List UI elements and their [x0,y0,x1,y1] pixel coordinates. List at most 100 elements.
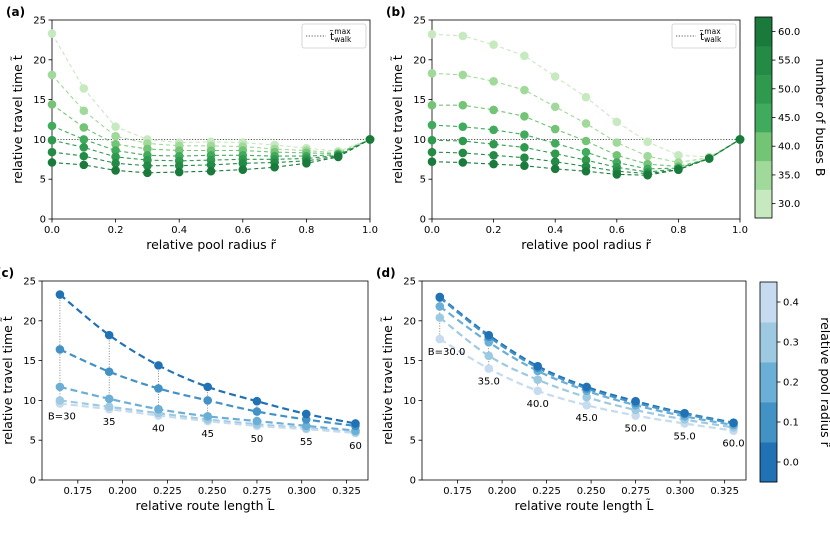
data-point [533,375,543,385]
data-point [111,166,120,175]
data-point [252,416,262,426]
data-point [238,158,248,168]
data-point [79,160,89,170]
data-point [111,158,120,168]
colorbar-tick-label: 35.0 [778,170,800,181]
data-point [104,394,114,404]
data-point [581,155,591,165]
data-point [55,345,65,354]
data-point [47,158,57,167]
colorbar-segment [755,103,772,133]
series-line [432,104,741,168]
colorbar-segment [760,322,777,363]
bus-count-label: 60 [349,441,362,452]
x-tick-label: 0.6 [235,225,251,236]
y-axis-label: relative travel time t̃ [10,55,25,184]
data-point [581,166,591,176]
y-tick-label: 10 [413,135,426,146]
panel-label: (c) [0,266,14,280]
x-tick-label: 0.225 [532,486,561,497]
bus-count-label: 45.0 [576,413,598,424]
y-tick-label: 25 [403,277,416,288]
data-point [47,100,57,109]
data-point [111,146,120,155]
data-point [154,404,163,414]
x-tick-label: 0.325 [710,486,739,497]
x-tick-label: 0.175 [64,486,93,497]
data-point [458,122,468,131]
data-point [154,361,163,370]
x-tick-label: 0.250 [198,486,227,497]
colorbar-segment [755,131,772,162]
data-point [458,136,468,146]
bus-count-label: 60.0 [722,439,744,450]
x-tick-label: 0.6 [609,225,625,236]
data-point [104,367,114,377]
colorbar-segment [755,17,772,47]
colorbar-buses: 30.0 35.0 40.0 45.0 50.0 55.0 60.0 number of bu… [754,16,828,219]
data-point [735,135,745,144]
bus-count-label: 45 [201,429,214,440]
data-point [643,151,652,161]
data-point [79,143,89,152]
data-point [458,148,468,158]
data-point [581,136,591,146]
x-tick-label: 0.4 [547,225,563,236]
colorbar-segment [760,442,777,483]
colorbar-segment [760,282,777,323]
y-tick-label: 0 [420,215,426,226]
data-point [674,151,683,160]
y-tick-label: 20 [23,316,36,327]
data-point [489,139,498,149]
x-tick-label: 0.325 [332,486,361,497]
y-tick-label: 15 [413,95,426,106]
data-point [351,419,360,428]
data-point [612,170,622,179]
data-point [111,131,120,141]
data-point [302,158,311,168]
bus-count-label: B=30.0 [428,347,466,358]
data-point [582,400,591,410]
legend-superscript: max [704,27,721,36]
data-point [612,138,622,147]
data-point [550,139,560,148]
legend-box [301,23,367,49]
data-point [550,72,560,81]
data-point [520,161,529,170]
data-point [520,112,529,121]
y-tick-label: 5 [40,175,46,186]
data-point [520,130,529,139]
data-point [484,364,494,373]
data-point [365,135,375,144]
x-tick-label: 0.275 [621,486,650,497]
data-point [520,153,529,163]
legend-label: t̃walkmax [329,27,352,44]
bus-count-label: 50.0 [624,424,646,435]
bus-count-label: 50 [251,434,264,445]
series-line [51,138,371,174]
colorbar-tick-label: 0.2 [783,378,799,389]
axes-frame [431,19,741,220]
panel-label: (a) [6,5,25,19]
x-tick-label: 0.225 [153,486,182,497]
axes-frame [41,280,369,481]
y-axis-label: relative travel time t̃ [0,316,15,445]
data-point [252,396,262,406]
data-point [203,412,212,421]
data-point [55,382,65,392]
colorbar-tick-label: 45.0 [778,113,800,124]
x-tick-label: 0.200 [108,486,137,497]
colorbar-tick-label: 40.0 [778,142,800,153]
data-point [643,137,652,147]
x-tick-label: 0.175 [443,486,472,497]
data-point [489,76,498,86]
data-point [631,396,640,406]
x-tick-label: 0.4 [171,225,187,236]
bus-count-label: 40 [152,424,165,435]
data-point [143,161,152,170]
data-point [458,100,468,110]
y-tick-label: 5 [420,175,426,186]
y-tick-label: 20 [403,316,416,327]
y-tick-label: 15 [33,95,46,106]
